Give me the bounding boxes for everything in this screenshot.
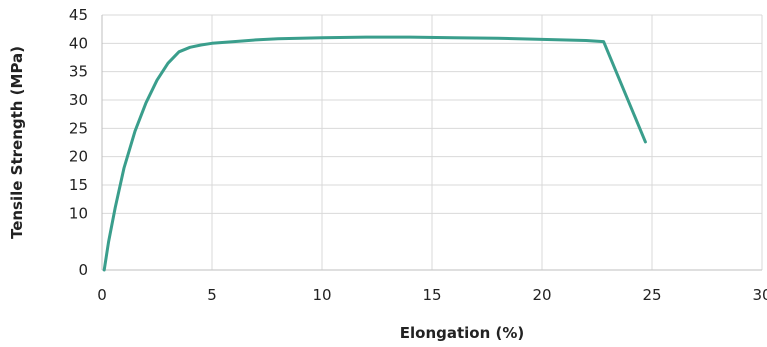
y-tick-label: 35 (69, 63, 88, 81)
tick-labels: 0 10 15 20 25 30 35 40 45 0 5 10 15 20 25 30 (69, 6, 767, 304)
y-tick-label: 25 (69, 119, 88, 137)
y-tick-label: 45 (69, 6, 88, 24)
x-tick-label: 5 (207, 286, 217, 304)
x-tick-label: 10 (312, 286, 331, 304)
x-tick-label: 30 (752, 286, 767, 304)
axes (101, 15, 762, 271)
y-axis-title: Tensile Strength (MPa) (8, 46, 26, 239)
y-tick-label: 10 (69, 204, 88, 222)
x-tick-label: 0 (97, 286, 107, 304)
series-line (102, 35, 647, 272)
grid (102, 14, 763, 270)
series (102, 35, 647, 272)
x-tick-label: 20 (532, 286, 551, 304)
x-tick-label: 15 (422, 286, 441, 304)
y-tick-label: 20 (69, 148, 88, 166)
y-tick-label: 15 (69, 176, 88, 194)
y-tick-label: 30 (69, 91, 88, 109)
y-tick-label: 40 (69, 34, 88, 52)
y-tick-label: 0 (78, 261, 88, 279)
x-axis-title: Elongation (%) (400, 324, 525, 342)
x-tick-label: 25 (642, 286, 661, 304)
